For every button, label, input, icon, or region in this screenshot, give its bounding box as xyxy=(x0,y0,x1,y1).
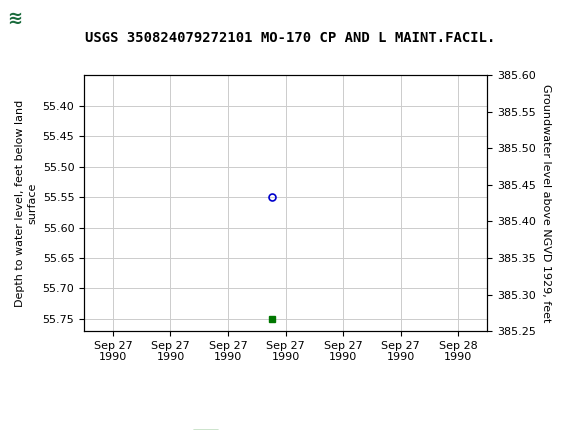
Text: USGS 350824079272101 MO-170 CP AND L MAINT.FACIL.: USGS 350824079272101 MO-170 CP AND L MAI… xyxy=(85,31,495,45)
Y-axis label: Depth to water level, feet below land
surface: Depth to water level, feet below land su… xyxy=(16,100,37,307)
Legend: Period of approved data: Period of approved data xyxy=(188,425,383,430)
FancyBboxPatch shape xyxy=(3,3,67,34)
Y-axis label: Groundwater level above NGVD 1929, feet: Groundwater level above NGVD 1929, feet xyxy=(541,84,552,322)
Text: USGS: USGS xyxy=(78,9,129,27)
Text: ≋: ≋ xyxy=(7,9,22,27)
